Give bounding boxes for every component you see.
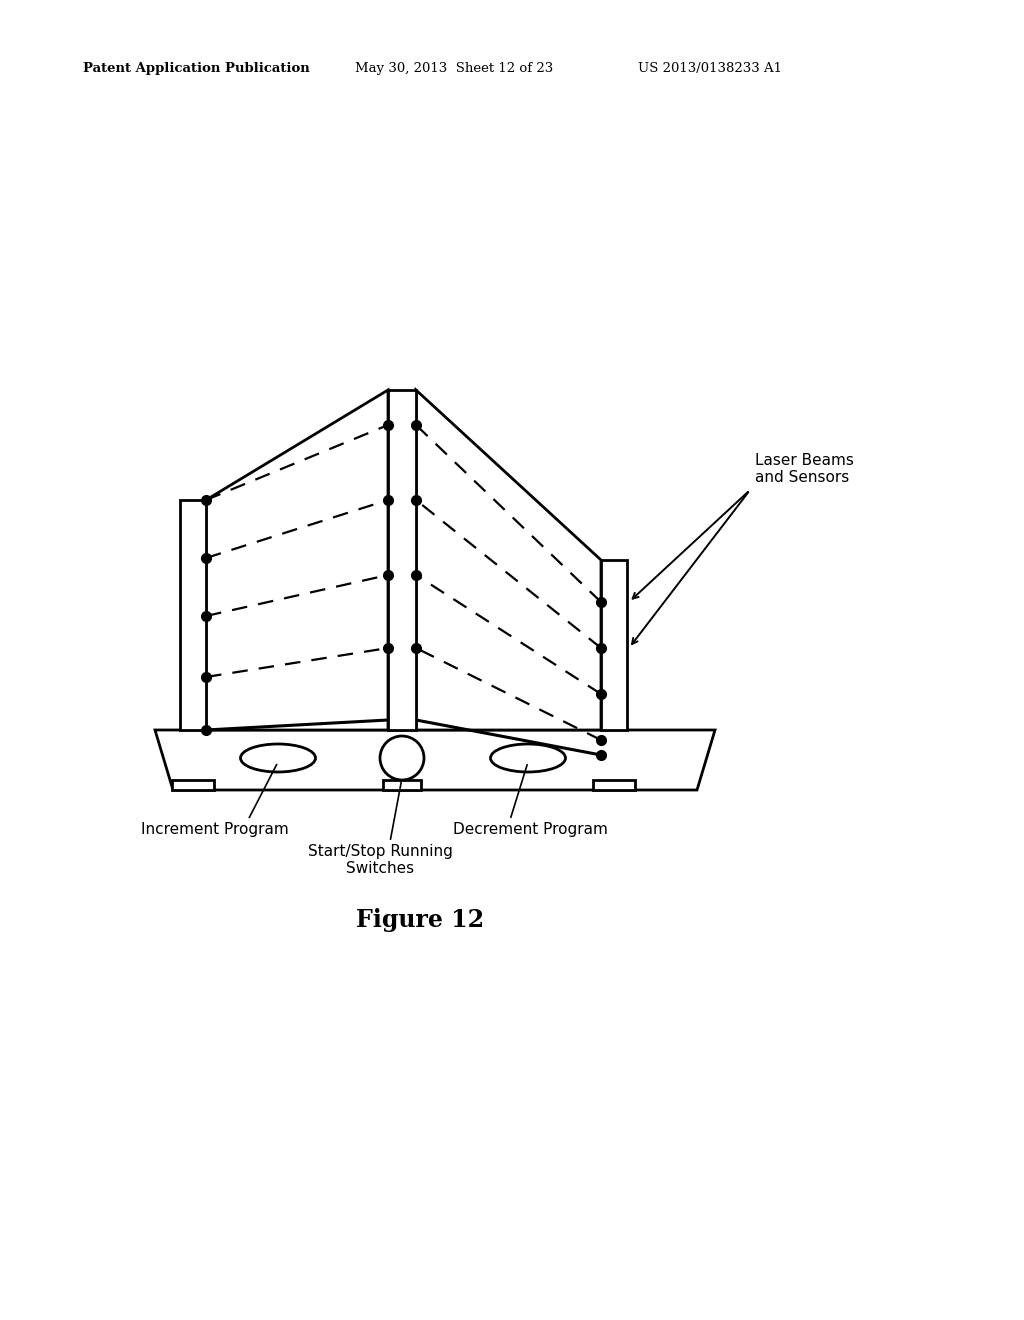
Bar: [388, 389, 416, 730]
Text: Decrement Program: Decrement Program: [453, 822, 607, 837]
Text: Figure 12: Figure 12: [356, 908, 484, 932]
Text: May 30, 2013  Sheet 12 of 23: May 30, 2013 Sheet 12 of 23: [355, 62, 553, 75]
Polygon shape: [206, 389, 388, 730]
Bar: [180, 500, 206, 730]
Text: Increment Program: Increment Program: [141, 822, 289, 837]
Bar: [601, 560, 627, 730]
Bar: [593, 780, 635, 789]
Text: US 2013/0138233 A1: US 2013/0138233 A1: [638, 62, 782, 75]
Ellipse shape: [490, 744, 565, 772]
Text: Patent Application Publication: Patent Application Publication: [83, 62, 309, 75]
Polygon shape: [416, 389, 601, 730]
Ellipse shape: [241, 744, 315, 772]
Bar: [383, 780, 421, 789]
Text: Start/Stop Running
Switches: Start/Stop Running Switches: [307, 843, 453, 876]
Text: Laser Beams
and Sensors: Laser Beams and Sensors: [755, 453, 854, 484]
Polygon shape: [155, 730, 715, 789]
Ellipse shape: [380, 737, 424, 780]
Bar: [172, 780, 214, 789]
